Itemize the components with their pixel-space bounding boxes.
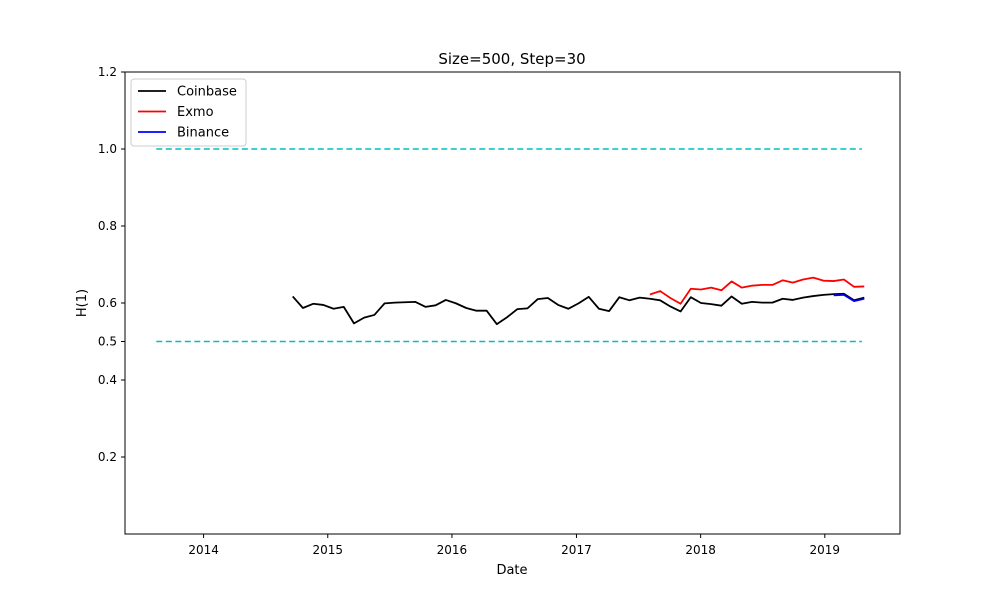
y-axis-title: H(1) — [75, 289, 90, 317]
x-tick-label: 2015 — [312, 543, 343, 557]
y-tick-label: 0.2 — [98, 450, 117, 464]
legend-label-coinbase: Coinbase — [177, 85, 237, 100]
x-tick-label: 2018 — [685, 543, 716, 557]
series-lines — [292, 276, 865, 326]
x-tick-label: 2016 — [437, 543, 468, 557]
y-axis: 0.2 0.4 0.5 0.6 0.8 1.0 1.2 — [98, 65, 125, 464]
x-tick-label: 2014 — [188, 543, 219, 557]
legend-label-binance: Binance — [177, 126, 229, 141]
series-line-exmo — [649, 276, 865, 305]
y-tick-label: 0.5 — [98, 335, 117, 349]
y-tick-label: 1.2 — [98, 65, 117, 79]
legend: Coinbase Exmo Binance — [130, 78, 247, 147]
y-tick-label: 0.4 — [98, 373, 117, 387]
y-tick-label: 0.6 — [98, 296, 117, 310]
chart-title: Size=500, Step=30 — [438, 50, 585, 68]
x-axis: 2014 2015 2016 2017 2018 2019 — [188, 534, 840, 557]
x-tick-label: 2019 — [810, 543, 841, 557]
legend-box — [130, 78, 247, 147]
legend-label-exmo: Exmo — [177, 105, 214, 120]
series-line-binance — [833, 294, 865, 302]
y-tick-label: 1.0 — [98, 142, 117, 156]
y-tick-label: 0.8 — [98, 219, 117, 233]
x-axis-title: Date — [496, 563, 527, 578]
reference-lines — [156, 148, 862, 343]
x-tick-label: 2017 — [561, 543, 592, 557]
series-line-coinbase — [292, 292, 865, 326]
